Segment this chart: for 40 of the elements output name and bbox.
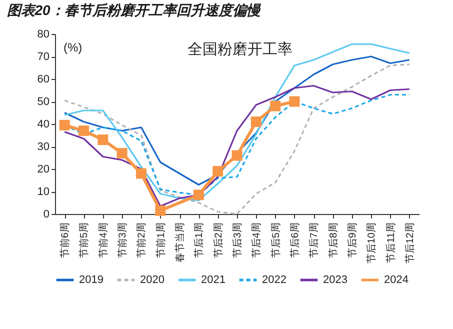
- y-tick-label: 50: [37, 96, 50, 108]
- x-tick-label: 节前6周: [59, 222, 72, 258]
- x-tick-label: 节前1周: [154, 222, 167, 258]
- x-tick-label: 节前3周: [116, 222, 129, 258]
- y-tick-label: 0: [43, 208, 50, 220]
- legend-label: 2019: [79, 274, 104, 286]
- legend-label: 2023: [323, 274, 348, 286]
- x-tick-label: 春节当周: [174, 222, 186, 262]
- legend-label: 2022: [262, 274, 286, 286]
- y-tick-label: 70: [37, 51, 50, 63]
- line-series: [64, 56, 410, 186]
- x-tick-label: 节后10周: [366, 222, 378, 264]
- x-tick-label: 节前4周: [97, 222, 110, 258]
- y-tick-label: 30: [37, 141, 50, 153]
- line-series: [64, 64, 410, 215]
- legend-label: 2024: [384, 274, 408, 286]
- x-tick-label: 节前5周: [78, 222, 90, 258]
- y-axis-title: (%): [64, 40, 82, 54]
- y-tick-label: 10: [37, 186, 50, 198]
- x-tick-label: 节后2周: [212, 222, 224, 258]
- legend-label: 2021: [201, 274, 226, 286]
- x-tick-label: 节后4周: [250, 222, 263, 258]
- y-tick-label: 40: [37, 118, 50, 130]
- y-tick-label: 20: [37, 164, 50, 176]
- x-tick-label: 节后8周: [327, 222, 340, 258]
- x-tick-label: 节后9周: [346, 222, 358, 258]
- y-tick-label: 80: [37, 28, 50, 40]
- y-tick-label: 60: [37, 74, 50, 86]
- line-series: [64, 43, 410, 202]
- x-tick-label: 节后3周: [232, 222, 244, 258]
- x-tick-label: 节前2周: [136, 222, 148, 258]
- legend-label: 2020: [140, 274, 164, 286]
- x-tick-label: 节后11周: [384, 222, 397, 263]
- annotation: 全国粉磨开工率: [188, 41, 292, 58]
- x-tick-label: 节后1周: [193, 222, 206, 258]
- x-tick-label: 节后5周: [270, 222, 282, 258]
- x-tick-label: 节后6周: [288, 222, 301, 258]
- chart-title: 图表20：春节后粉磨开工率回升速度偏慢: [6, 2, 262, 18]
- x-tick-label: 节后12周: [404, 222, 416, 264]
- x-tick-label: 节后7周: [308, 222, 320, 258]
